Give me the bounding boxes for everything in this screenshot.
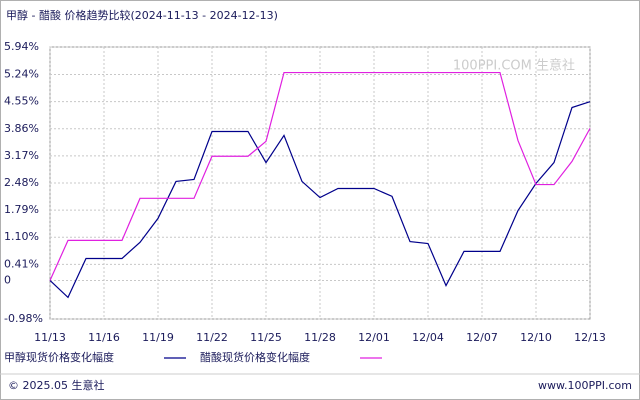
x-tick-label: 12/13 xyxy=(574,331,606,344)
series-line xyxy=(49,71,591,281)
x-tick-label: 11/28 xyxy=(304,331,336,344)
legend-label: 醋酸现货价格变化幅度 xyxy=(200,350,310,364)
y-tick-label: 1.10% xyxy=(4,230,39,243)
footer-left: © 2025.05 生意社 xyxy=(8,378,104,392)
x-tick-label: 12/10 xyxy=(520,331,552,344)
x-tick-label: 11/13 xyxy=(34,331,66,344)
y-tick-label: 4.55% xyxy=(4,95,39,108)
y-tick-label: 0 xyxy=(4,273,11,286)
x-tick-label: 12/01 xyxy=(358,331,390,344)
x-tick-label: 11/19 xyxy=(142,331,174,344)
footer-right: www.100PPI.com xyxy=(538,379,632,392)
y-tick-label: 3.86% xyxy=(4,122,39,135)
series-line xyxy=(49,101,591,299)
x-tick-label: 11/16 xyxy=(88,331,120,344)
y-tick-label: 5.24% xyxy=(4,68,39,81)
y-tick-label: 5.94% xyxy=(4,40,39,53)
x-tick-label: 11/22 xyxy=(196,331,228,344)
y-tick-label: 3.17% xyxy=(4,149,39,162)
y-tick-label: 2.48% xyxy=(4,176,39,189)
y-tick-label: -0.98% xyxy=(4,312,43,325)
y-tick-label: 0.41% xyxy=(4,257,39,270)
watermark: 100PPI.COM 生意社 xyxy=(453,58,575,74)
x-tick-label: 11/25 xyxy=(250,331,282,344)
chart-title: 甲醇 - 醋酸 价格趋势比较(2024-11-13 - 2024-12-13) xyxy=(6,8,278,22)
y-tick-label: 1.79% xyxy=(4,203,39,216)
x-tick-label: 12/07 xyxy=(466,331,498,344)
x-tick-label: 12/04 xyxy=(412,331,444,344)
legend-label: 甲醇现货价格变化幅度 xyxy=(4,350,114,364)
